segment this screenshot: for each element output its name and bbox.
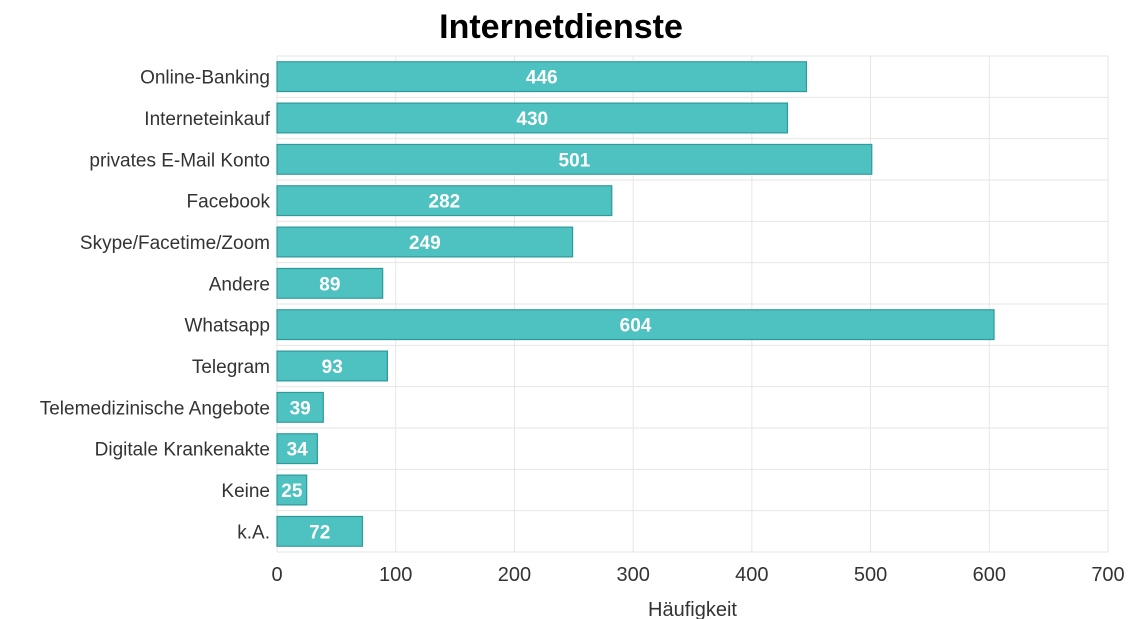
- category-label: k.A.: [237, 522, 270, 543]
- bar: [276, 267, 384, 299]
- category-label: privates E-Mail Konto: [89, 150, 270, 171]
- bar: [276, 515, 364, 547]
- bars: [276, 61, 995, 547]
- chart-title: Internetdienste: [439, 8, 683, 46]
- grid-lines: [276, 55, 1109, 553]
- bar: [276, 226, 574, 258]
- category-label: Whatsapp: [184, 316, 270, 337]
- bar: [276, 309, 995, 341]
- bar: [276, 433, 318, 465]
- x-tick-label: 200: [498, 564, 531, 586]
- data-label: 604: [620, 316, 652, 337]
- category-label: Telemedizinische Angebote: [40, 398, 270, 419]
- data-label: 430: [516, 109, 548, 130]
- x-tick-label: 300: [616, 564, 649, 586]
- category-label: Keine: [221, 481, 270, 502]
- data-label: 89: [319, 274, 340, 295]
- bar: [276, 474, 308, 506]
- x-tick-label: 400: [735, 564, 768, 586]
- category-label: Telegram: [192, 357, 270, 378]
- x-tick-labels: 0 100 200 300 400 500 600 700: [271, 564, 1124, 586]
- data-label: 72: [309, 522, 330, 543]
- bar: [276, 102, 789, 134]
- category-label: Facebook: [187, 192, 271, 213]
- category-label: Online-Banking: [140, 68, 270, 89]
- data-label: 249: [409, 233, 441, 254]
- x-axis-title: Häufigkeit: [648, 599, 737, 619]
- bar: [276, 185, 613, 217]
- x-tick-label: 700: [1091, 564, 1124, 586]
- data-labels: 446 430 501 282 249 89 604 93 39 34 25 72: [281, 68, 652, 544]
- data-label: 93: [322, 357, 343, 378]
- x-tick-label: 0: [271, 564, 282, 586]
- bar: [276, 350, 389, 382]
- data-label: 34: [287, 440, 309, 461]
- bar: [276, 143, 873, 175]
- x-tick-label: 500: [854, 564, 887, 586]
- x-tick-label: 600: [973, 564, 1006, 586]
- data-label: 25: [281, 481, 303, 502]
- data-label: 39: [290, 398, 311, 419]
- data-label: 501: [559, 150, 591, 171]
- category-label: Interneteinkauf: [144, 109, 270, 130]
- category-labels: Online-Banking Interneteinkauf privates E-…: [40, 68, 271, 544]
- data-label: 282: [429, 192, 461, 213]
- x-tick-label: 100: [379, 564, 412, 586]
- bar: [276, 391, 324, 423]
- category-label: Digitale Krankenakte: [95, 440, 270, 461]
- category-label: Andere: [209, 274, 270, 295]
- category-label: Skype/Facetime/Zoom: [80, 233, 270, 254]
- data-label: 446: [526, 68, 558, 89]
- bar: [276, 61, 808, 93]
